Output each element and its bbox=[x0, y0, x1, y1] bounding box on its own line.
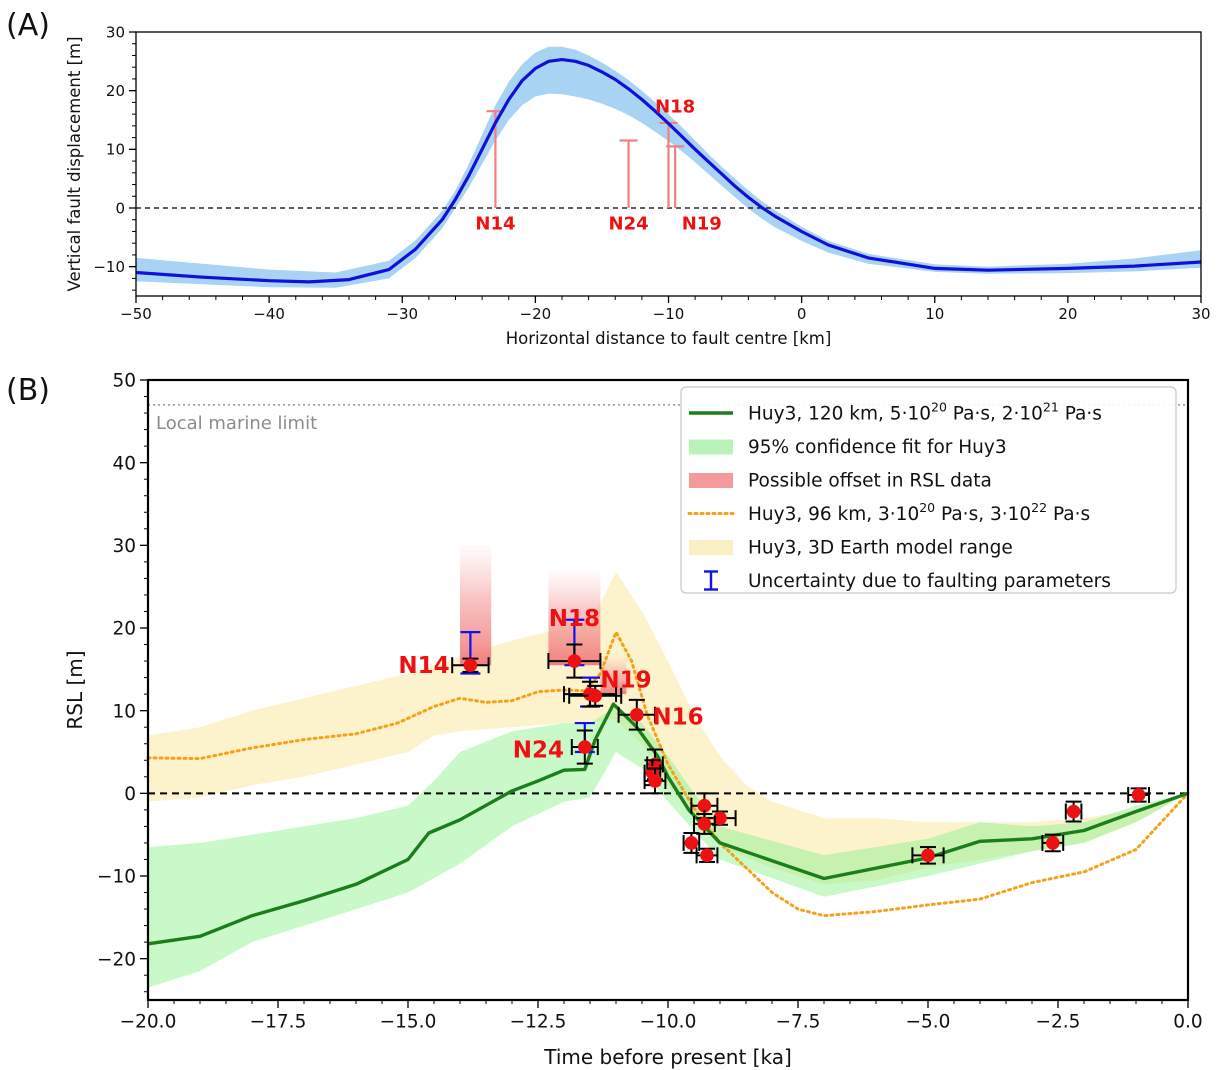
legend-handle-patch bbox=[689, 439, 733, 455]
3d-earth-model-band bbox=[148, 571, 1188, 885]
site-label-N16: N16 bbox=[652, 704, 703, 730]
x-tick-label: −50 bbox=[120, 305, 152, 323]
x-tick-label: −2.5 bbox=[1036, 1012, 1081, 1033]
y-tick-label: 0 bbox=[115, 199, 125, 217]
legend-text-part: Pa·s bbox=[1047, 504, 1090, 525]
site-label-N14: N14 bbox=[398, 653, 449, 679]
legend-text-part: Huy3, 96 km, 3·10 bbox=[748, 504, 919, 525]
rsl-data-point bbox=[648, 774, 662, 788]
panel-a-plot: N14 N24 N18 N19 −50 −40 −30 −20 −10 0 10 20 30 −10 0 10… bbox=[65, 23, 1211, 348]
legend-label: Huy3, 120 km, 5·1020 Pa·s, 2·1021 Pa·s bbox=[748, 400, 1102, 425]
legend-label: Huy3, 3D Earth model range bbox=[748, 538, 1013, 559]
x-tick-label: −10.0 bbox=[640, 1012, 697, 1033]
y-tick-label: 20 bbox=[106, 82, 125, 100]
x-tick-label: 0.0 bbox=[1173, 1012, 1202, 1033]
site-label-N14: N14 bbox=[475, 214, 515, 235]
plot-frame bbox=[135, 31, 1202, 297]
y-tick-label: −10 bbox=[93, 258, 125, 276]
legend-text-part: Pa·s, 2·10 bbox=[947, 404, 1043, 425]
site-label-N19: N19 bbox=[600, 667, 651, 693]
x-tick-label: −15.0 bbox=[380, 1012, 437, 1033]
legend-exponent: 22 bbox=[1031, 500, 1047, 515]
site-label-N19: N19 bbox=[682, 214, 722, 235]
rsl-data-point bbox=[567, 654, 582, 668]
panel-a-label: (A) bbox=[6, 8, 50, 43]
y-axis-label: Vertical fault displacement [m] bbox=[65, 36, 84, 291]
legend-exponent: 21 bbox=[1043, 400, 1059, 415]
y-tick-label: −10 bbox=[97, 867, 136, 888]
legend-label: Uncertainty due to faulting parameters bbox=[748, 571, 1111, 592]
rsl-data-point bbox=[684, 836, 699, 850]
legend: Huy3, 120 km, 5·1020 Pa·s, 2·1021 Pa·s95… bbox=[680, 386, 1177, 594]
x-axis-label: Time before present [ka] bbox=[543, 1045, 792, 1069]
x-tick-label: 10 bbox=[925, 305, 944, 323]
x-tick-label: −7.5 bbox=[776, 1012, 821, 1033]
x-tick-label: −10 bbox=[653, 305, 685, 323]
x-tick-label: −20.0 bbox=[120, 1012, 177, 1033]
x-axis-label: Horizontal distance to fault centre [km] bbox=[506, 329, 832, 348]
legend-handle-patch bbox=[689, 540, 733, 555]
x-tick-label: −40 bbox=[253, 305, 285, 323]
legend-box bbox=[680, 386, 1177, 594]
huy3-96km-line bbox=[146, 628, 1190, 918]
y-tick-label: 40 bbox=[112, 453, 136, 474]
rsl-data-point bbox=[713, 811, 727, 825]
legend-label: Huy3, 96 km, 3·1020 Pa·s, 3·1022 Pa·s bbox=[748, 500, 1090, 525]
y-tick-label: 30 bbox=[112, 536, 136, 557]
y-tick-label: 50 bbox=[112, 371, 136, 392]
legend-exponent: 20 bbox=[919, 500, 935, 515]
site-label-N18: N18 bbox=[549, 606, 600, 632]
legend-exponent: 20 bbox=[931, 400, 947, 415]
site-label-N24: N24 bbox=[513, 738, 564, 764]
legend-handle-patch bbox=[689, 473, 733, 488]
x-tick-label: −20 bbox=[520, 305, 552, 323]
y-tick-label: 10 bbox=[112, 701, 136, 722]
legend-label: 95% confidence fit for Huy3 bbox=[748, 437, 1007, 458]
displacement-uncertainty-band bbox=[136, 46, 1201, 288]
rsl-data-point bbox=[1046, 836, 1060, 850]
y-tick-label: −20 bbox=[97, 949, 136, 970]
x-tick-label: −30 bbox=[386, 305, 418, 323]
mean-displacement-line bbox=[135, 58, 1202, 284]
x-tick-label: −17.5 bbox=[250, 1012, 307, 1033]
y-tick-label: 0 bbox=[124, 784, 136, 805]
y-axis-label: RSL [m] bbox=[63, 650, 87, 729]
marine-limit-label: Local marine limit bbox=[156, 413, 317, 434]
rsl-data-point bbox=[630, 708, 644, 722]
legend-text-part: Pa·s bbox=[1059, 404, 1102, 425]
plot-frame bbox=[146, 378, 1190, 1002]
legend-text-part: Huy3, 120 km, 5·10 bbox=[748, 404, 931, 425]
x-tick-label: 20 bbox=[1058, 305, 1077, 323]
x-tick-label: −5.0 bbox=[906, 1012, 951, 1033]
rsl-data-point bbox=[1066, 804, 1081, 819]
x-tick-label: −12.5 bbox=[510, 1012, 567, 1033]
rsl-data-point bbox=[697, 817, 712, 831]
y-tick-label: 10 bbox=[106, 141, 125, 159]
y-tick-label: 20 bbox=[112, 619, 136, 640]
rsl-data-point bbox=[700, 848, 714, 863]
site-label-N18: N18 bbox=[655, 96, 695, 117]
rsl-offset-0 bbox=[460, 545, 492, 666]
legend-text-part: Pa·s, 3·10 bbox=[935, 504, 1031, 525]
rsl-data-point bbox=[1131, 788, 1146, 802]
rsl-data-point bbox=[463, 658, 478, 672]
x-tick-label: 30 bbox=[1191, 305, 1210, 323]
rsl-data-point bbox=[588, 688, 602, 703]
rsl-data-point bbox=[578, 740, 592, 754]
site-label-N24: N24 bbox=[609, 214, 649, 235]
rsl-data-point bbox=[697, 798, 712, 813]
legend-label: Possible offset in RSL data bbox=[748, 471, 992, 492]
y-tick-label: 30 bbox=[106, 23, 125, 41]
panel-b-label: (B) bbox=[6, 373, 50, 408]
huy3-120km-line bbox=[147, 702, 1189, 946]
x-tick-label: 0 bbox=[797, 305, 807, 323]
rsl-data-point bbox=[921, 848, 935, 863]
